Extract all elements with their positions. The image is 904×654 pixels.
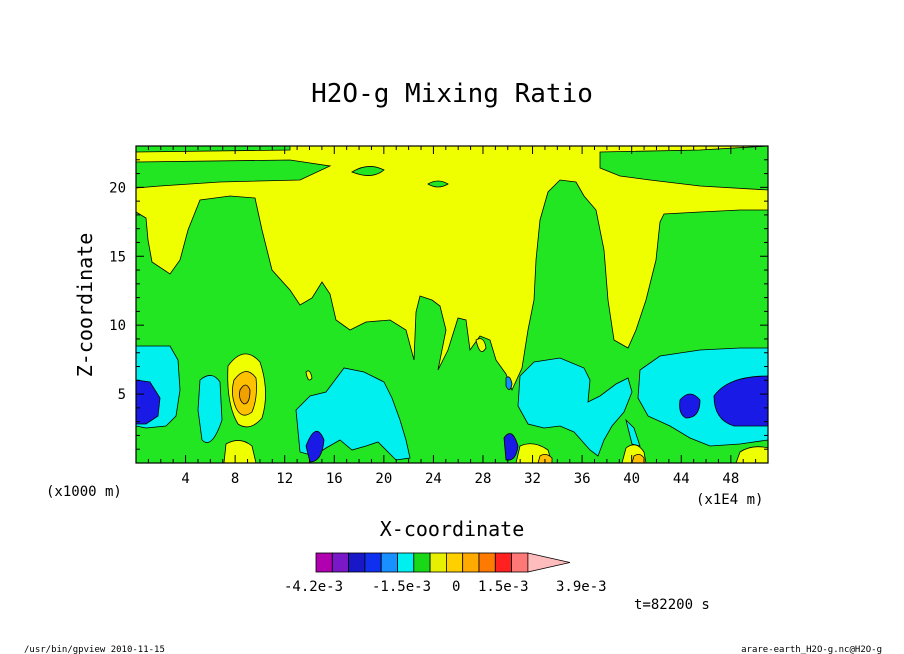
x-tick-label: 24 [425, 471, 442, 487]
colorbar-label-5: 3.9e-3 [556, 579, 607, 595]
x-unit-label: (x1E4 m) [696, 492, 763, 508]
region-blue-center-right [503, 433, 519, 461]
footer-right: arare-earth_H2O-g.nc@H2O-g [741, 645, 882, 654]
x-tick-label: 20 [375, 471, 392, 487]
x-tick-label: 16 [326, 471, 343, 487]
colorbar-swatch [445, 552, 464, 573]
contour-field [135, 145, 769, 464]
colorbar-swatch [348, 552, 366, 573]
x-tick-label: 12 [276, 471, 293, 487]
y-tick-label: 20 [109, 180, 126, 196]
y-axis: 5 10 15 20 [109, 159, 768, 450]
region-green-top-small [351, 166, 385, 176]
colorbar-swatch [511, 552, 529, 573]
colorbar-swatch [494, 552, 512, 573]
region-lightblue-dot [505, 376, 513, 390]
region-yellow-bottom-1 [223, 440, 257, 463]
x-tick-label: 8 [231, 471, 239, 487]
x-tick-label: 48 [722, 471, 739, 487]
colorbar-labels: -4.2e-3 -1.5e-3 0 1.5e-3 3.9e-3 [284, 579, 607, 595]
plot-frame [135, 145, 769, 464]
region-darkorange-core [239, 384, 251, 405]
region-blue-right [713, 375, 768, 427]
region-cyan-center [295, 367, 411, 461]
region-yellow-pocket-1 [475, 338, 487, 352]
x-tick-label: 44 [673, 471, 690, 487]
y-tick-label: 5 [118, 387, 126, 403]
time-label: t=82200 s [634, 597, 710, 613]
region-blue-left [136, 379, 161, 425]
colorbar-swatch [413, 552, 431, 573]
colorbar-label-2: -1.5e-3 [372, 579, 431, 595]
region-cyan-sliver [625, 418, 641, 447]
region-yellow-pocket-2 [305, 370, 313, 381]
y-unit-label: (x1000 m) [46, 484, 122, 500]
region-green-topleft-spot [136, 146, 291, 153]
colorbar-swatch [364, 552, 382, 573]
colorbar-swatch [397, 552, 415, 573]
y-tick-label: 15 [109, 249, 126, 265]
x-tick-label: 40 [623, 471, 640, 487]
colorbar-swatch [380, 552, 398, 573]
colorbar-label-3: 0 [452, 579, 460, 595]
region-orange-bottom-2 [631, 454, 645, 463]
region-cyan-right [517, 357, 633, 457]
y-axis-label: Z-coordinate [73, 233, 97, 378]
region-cyan-left-small [197, 375, 223, 443]
footer-left: /usr/bin/gpview 2010-11-15 [24, 645, 165, 654]
x-tick-label: 4 [181, 471, 189, 487]
region-blue-center-left [305, 431, 325, 463]
chart-title: H2O-g Mixing Ratio [311, 79, 593, 109]
region-blue-right-small [679, 393, 701, 419]
y-tick-label: 10 [109, 318, 126, 334]
region-green-top-right [599, 146, 768, 191]
colorbar-swatch [478, 552, 496, 573]
x-axis-label: X-coordinate [380, 517, 525, 541]
x-tick-label: 36 [574, 471, 591, 487]
x-tick-label: 32 [524, 471, 541, 487]
region-orange-bottom-1 [537, 454, 553, 463]
colorbar [315, 552, 570, 573]
x-tick-label: 28 [475, 471, 492, 487]
colorbar-extend-arrow [527, 552, 570, 573]
colorbar-swatch [331, 552, 349, 573]
x-axis: 4 8 12 16 20 24 28 32 36 40 44 48 [147, 146, 757, 487]
colorbar-label-4: 1.5e-3 [478, 579, 529, 595]
colorbar-swatch [429, 552, 447, 573]
colorbar-label-1: -4.2e-3 [284, 579, 343, 595]
colorbar-swatch [315, 552, 333, 573]
colorbar-swatch [462, 552, 480, 573]
region-green-top-dot [427, 180, 449, 188]
region-yellow-bottom-4 [735, 446, 768, 463]
